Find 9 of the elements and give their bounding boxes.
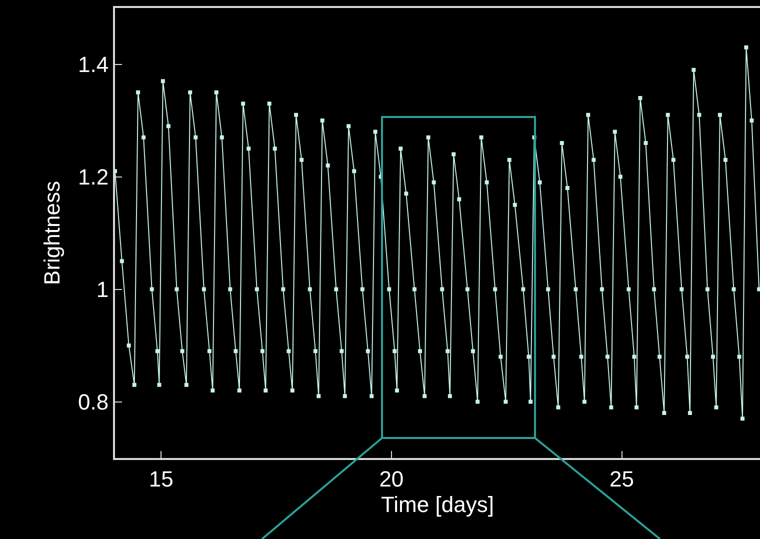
- y-tick-label: 1: [96, 276, 109, 302]
- y-tick-label: 1.4: [78, 52, 109, 77]
- x-tick-label: 20: [379, 466, 404, 492]
- x-tick-label: 25: [610, 466, 634, 492]
- x-axis-title: Time [days]: [381, 492, 494, 517]
- y-axis-title: Brightness: [39, 181, 64, 285]
- x-tick-label: 15: [148, 466, 174, 492]
- y-tick-label: 1.2: [78, 164, 109, 190]
- y-tick-label: 0.8: [78, 389, 109, 414]
